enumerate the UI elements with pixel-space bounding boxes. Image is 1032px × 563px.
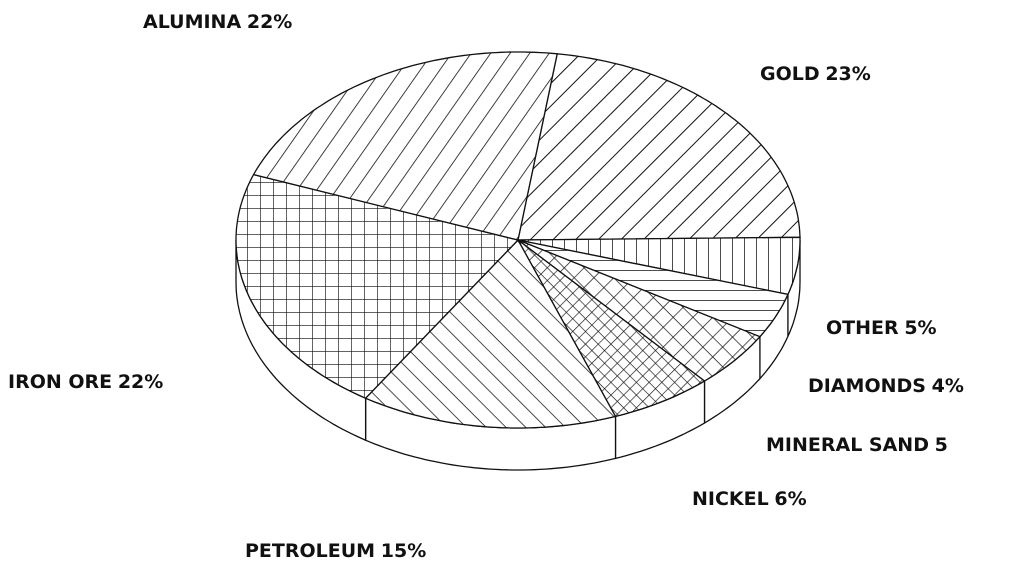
category-name: NICKEL xyxy=(692,488,769,510)
slice-label: GOLD 23% xyxy=(760,63,871,85)
value-label: 6% xyxy=(774,488,806,510)
slice xyxy=(235,173,520,399)
slice xyxy=(517,239,706,418)
category-name: GOLD xyxy=(760,63,820,85)
slice-label: DIAMONDS 4% xyxy=(808,375,964,397)
value-label: 22% xyxy=(247,11,292,33)
slice-label: PETROLEUM 15% xyxy=(245,540,426,562)
slice xyxy=(517,53,801,241)
slice xyxy=(517,239,789,338)
value-label: 23% xyxy=(825,63,870,85)
value-label: 4% xyxy=(932,375,964,397)
category-name: PETROLEUM xyxy=(245,540,375,562)
category-name: IRON ORE xyxy=(8,371,112,393)
category-name: OTHER xyxy=(826,317,899,339)
value-label: 15% xyxy=(381,540,426,562)
slice xyxy=(517,239,762,382)
value-label: 22% xyxy=(118,371,163,393)
category-name: ALUMINA xyxy=(143,11,241,33)
category-name: DIAMONDS xyxy=(808,375,926,397)
slice xyxy=(517,236,801,296)
value-label: 5% xyxy=(904,317,936,339)
slice-label: ALUMINA 22% xyxy=(143,11,292,33)
slice xyxy=(252,51,558,241)
slice-label: NICKEL 6% xyxy=(692,488,807,510)
slice-label: IRON ORE 22% xyxy=(8,371,163,393)
slice-label: MINERAL SAND 5 xyxy=(766,434,948,456)
category-name: MINERAL SAND xyxy=(766,434,929,456)
value-label: 5 xyxy=(935,434,948,456)
slice-label: OTHER 5% xyxy=(826,317,937,339)
slice xyxy=(364,238,617,429)
